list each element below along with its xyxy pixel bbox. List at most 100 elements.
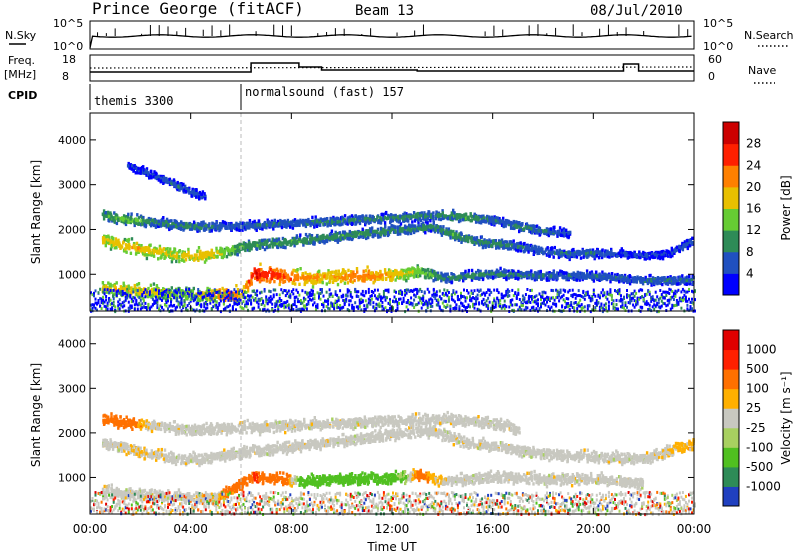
- data-cell: [180, 226, 183, 231]
- data-cell: [422, 221, 425, 225]
- data-cell: [303, 277, 306, 281]
- data-cell: [363, 273, 366, 277]
- data-cell: [147, 286, 150, 291]
- data-cell: [160, 255, 163, 259]
- data-cell: [502, 216, 505, 221]
- data-cell: [137, 250, 140, 254]
- data-cell: [579, 256, 583, 260]
- data-cell: [685, 278, 688, 283]
- data-cell: [470, 214, 474, 219]
- data-cell: [255, 241, 258, 245]
- data-cell: [229, 292, 232, 297]
- data-cell: [490, 275, 493, 279]
- data-cell: [686, 244, 690, 248]
- data-cell: [450, 211, 453, 215]
- data-cell: [123, 215, 126, 219]
- data-cell: [688, 274, 691, 278]
- data-cell: [550, 246, 553, 250]
- data-cell: [304, 275, 307, 280]
- data-cell: [114, 288, 118, 292]
- data-cell: [321, 236, 325, 241]
- data-cell: [493, 217, 496, 221]
- data-cell: [125, 215, 128, 219]
- data-cell: [672, 276, 676, 280]
- data-cell: [236, 244, 239, 249]
- data-cell: [460, 240, 463, 244]
- data-cell: [269, 268, 273, 272]
- data-cell: [590, 270, 594, 274]
- data-cell: [439, 217, 443, 222]
- data-cell: [688, 243, 691, 248]
- data-cell: [366, 265, 369, 269]
- data-cell: [416, 215, 419, 219]
- data-cell: [540, 246, 543, 250]
- data-cell: [289, 243, 292, 247]
- data-cell: [641, 280, 644, 284]
- data-cell: [665, 249, 668, 253]
- data-cell: [560, 228, 563, 232]
- data-cell: [673, 251, 676, 255]
- data-cell: [313, 242, 316, 246]
- data-cell: [618, 274, 621, 278]
- data-cell: [346, 222, 349, 226]
- data-cell: [661, 282, 664, 287]
- data-cell: [136, 283, 139, 287]
- data-cell: [382, 228, 386, 232]
- data-cell: [339, 235, 342, 239]
- data-cell: [646, 254, 649, 258]
- data-cell: [519, 226, 523, 230]
- data-cell: [488, 269, 491, 274]
- data-cell: [163, 219, 166, 224]
- nsky-label: N.Sky: [5, 29, 37, 42]
- data-cell: [201, 222, 205, 226]
- data-cell: [563, 275, 566, 280]
- data-cell: [597, 256, 601, 260]
- data-cell: [444, 274, 447, 278]
- data-cell: [337, 269, 340, 273]
- data-cell: [683, 243, 686, 247]
- data-cell: [285, 225, 288, 229]
- data-cell: [472, 276, 475, 280]
- data-cell: [115, 246, 118, 250]
- data-cell: [578, 275, 581, 280]
- data-cell: [268, 221, 272, 225]
- data-cell: [304, 271, 307, 275]
- data-cell: [248, 248, 251, 253]
- data-cell: [119, 246, 122, 250]
- nsky-right-tick-bottom: 10^0: [703, 40, 733, 53]
- data-cell: [283, 240, 286, 244]
- data-cell: [535, 249, 538, 254]
- data-cell: [646, 281, 650, 286]
- data-cell: [171, 252, 174, 256]
- data-cell: [145, 256, 149, 261]
- data-cell: [532, 229, 535, 233]
- data-cell: [147, 252, 151, 257]
- data-cell: [268, 243, 272, 247]
- data-cell: [361, 227, 364, 231]
- data-cell: [453, 211, 456, 215]
- data-cell: [265, 226, 268, 230]
- data-cell: [454, 232, 458, 236]
- data-cell: [286, 273, 289, 277]
- data-cell: [160, 289, 164, 293]
- data-cell: [623, 278, 626, 283]
- data-cell: [379, 230, 383, 234]
- data-cell: [117, 238, 120, 242]
- data-cell: [368, 227, 372, 231]
- data-cell: [481, 219, 485, 223]
- data-cell: [527, 250, 530, 254]
- data-cell: [394, 278, 397, 282]
- data-cell: [114, 242, 117, 246]
- data-cell: [582, 272, 585, 276]
- data-cell: [437, 276, 440, 280]
- data-cell: [197, 258, 200, 262]
- data-cell: [336, 239, 339, 243]
- data-cell: [165, 293, 168, 297]
- data-cell: [325, 282, 328, 286]
- data-cell: [124, 287, 127, 291]
- data-cell: [361, 279, 364, 283]
- data-cell: [532, 273, 535, 278]
- data-cell: [534, 224, 537, 229]
- data-cell: [349, 279, 353, 283]
- data-cell: [268, 223, 271, 228]
